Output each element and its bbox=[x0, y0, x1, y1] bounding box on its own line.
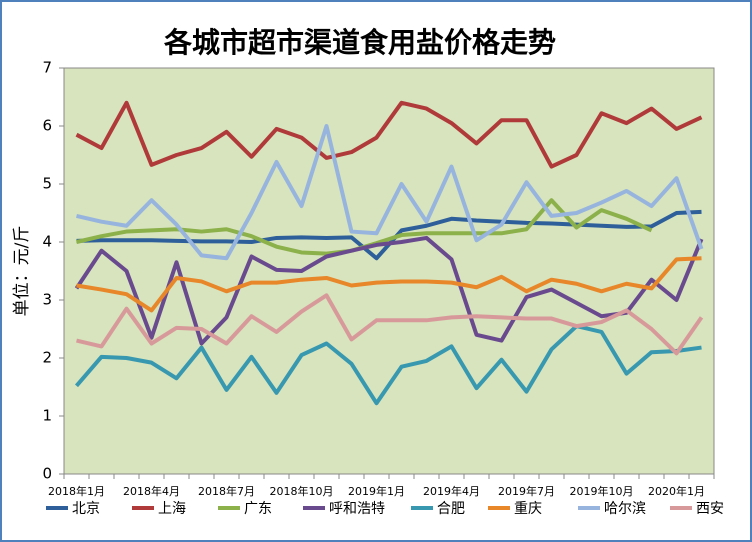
x-tick-label: 2019年10月 bbox=[570, 484, 634, 498]
x-tick-label: 2020年1月 bbox=[648, 484, 705, 498]
legend-label: 哈尔滨 bbox=[604, 501, 646, 517]
y-tick-label: 0 bbox=[42, 465, 52, 483]
chart-title: 各城市超市渠道食用盐价格走势 bbox=[163, 26, 556, 59]
series-line bbox=[74, 235, 704, 346]
x-tick-label: 2019年1月 bbox=[348, 484, 405, 498]
x-tick-label: 2018年4月 bbox=[123, 484, 180, 498]
y-tick-label: 6 bbox=[42, 117, 52, 135]
series-line bbox=[74, 324, 702, 406]
y-tick-label: 1 bbox=[42, 407, 52, 425]
series-line bbox=[76, 293, 704, 356]
y-tick-label: 7 bbox=[42, 59, 52, 77]
x-tick-label: 2018年1月 bbox=[48, 484, 105, 498]
legend-label: 重庆 bbox=[514, 501, 542, 517]
series-line bbox=[75, 100, 703, 169]
legend-label: 北京 bbox=[72, 501, 100, 517]
plot-area bbox=[63, 67, 715, 475]
series-line bbox=[76, 256, 702, 313]
x-tick-label: 2018年10月 bbox=[270, 484, 334, 498]
y-tick-label: 4 bbox=[42, 233, 52, 251]
legend-label: 呼和浩特 bbox=[329, 501, 385, 517]
y-tick-label: 3 bbox=[42, 291, 52, 309]
legend-label: 合肥 bbox=[437, 501, 465, 517]
x-tick-label: 2019年7月 bbox=[498, 484, 555, 498]
y-tick-label: 5 bbox=[42, 175, 52, 193]
legend-label: 广东 bbox=[244, 501, 272, 517]
y-axis-label: 单位：元/斤 bbox=[12, 226, 32, 317]
x-tick-label: 2019年4月 bbox=[423, 484, 480, 498]
series-line bbox=[76, 124, 704, 261]
x-tick-label: 2018年7月 bbox=[198, 484, 255, 498]
legend-label: 上海 bbox=[158, 501, 186, 517]
legend-label: 西安 bbox=[696, 501, 724, 517]
y-tick-label: 2 bbox=[42, 349, 52, 367]
